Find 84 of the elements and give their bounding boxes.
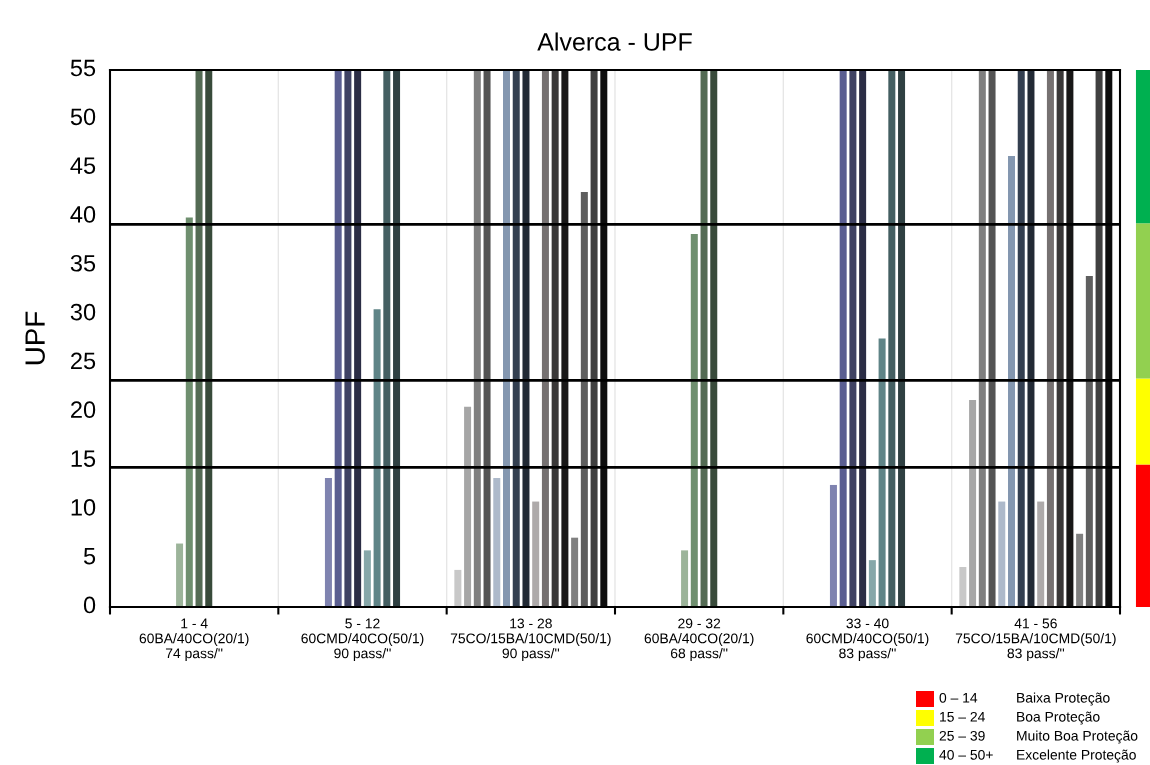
bar: [561, 70, 569, 607]
bar: [1066, 70, 1074, 607]
x-tick-label: 5 - 12 60CMD/40CO(50/1) 90 pass/'': [301, 618, 424, 661]
y-tick-label: 0: [83, 596, 96, 614]
y-tick-label: 30: [70, 303, 96, 321]
bar: [522, 70, 530, 607]
bar: [998, 501, 1006, 607]
bar: [590, 70, 598, 607]
bar: [681, 550, 689, 607]
x-tick-label: 33 - 40 60CMD/40CO(50/1) 83 pass/'': [806, 618, 929, 661]
bar: [580, 192, 588, 607]
text: Muito Boa Proteção: [1017, 730, 1138, 744]
bar: [988, 70, 996, 607]
bar: [383, 70, 391, 607]
bar: [195, 70, 203, 607]
text: Excelente Proteção: [1017, 749, 1136, 763]
bar: [541, 70, 549, 607]
y-axis-title: UPF: [25, 311, 45, 365]
bar: [1037, 501, 1045, 607]
text: 0 – 14: [939, 692, 978, 703]
bar: [1076, 533, 1084, 607]
bar: [571, 537, 579, 607]
bar: [839, 70, 847, 607]
bar: [324, 478, 332, 607]
text: Boa Proteção: [1017, 711, 1100, 725]
bar: [363, 550, 371, 607]
y-tick-label: 50: [70, 108, 96, 126]
bar: [868, 560, 876, 607]
y-tick-label: 45: [70, 157, 96, 174]
y-tick-label: 10: [71, 498, 96, 516]
y-tick-label: 35: [70, 254, 96, 272]
bar: [344, 70, 352, 607]
bar: [829, 484, 837, 607]
y-tick-label: 55: [70, 59, 96, 77]
y-tick-label: 5: [83, 548, 96, 565]
bar: [532, 501, 540, 607]
bar: [205, 70, 213, 607]
bar: [710, 70, 718, 607]
bar: [176, 543, 184, 607]
bar: [1095, 70, 1103, 607]
bar: [464, 406, 472, 607]
bar: [503, 70, 511, 607]
bar: [373, 309, 381, 607]
y-tick-label: 40: [70, 206, 96, 223]
bar: [454, 569, 462, 607]
bar: [473, 70, 481, 607]
x-tick-label: 29 - 32 60BA/40CO(20/1) 68 pass/'': [644, 618, 754, 661]
bar: [969, 400, 977, 607]
bar: [1008, 155, 1016, 607]
bar: [898, 70, 906, 607]
chart-title: Alverca - UPF: [537, 32, 692, 51]
bar: [1027, 70, 1035, 607]
text: Baixa Proteção: [1017, 692, 1110, 706]
bar: [859, 70, 867, 607]
bar: [483, 70, 491, 607]
bar: [878, 338, 886, 607]
bar: [1085, 276, 1093, 607]
x-tick-label: 1 - 4 60BA/40CO(20/1) 74 pass/'': [139, 618, 249, 661]
y-tick-label: 20: [71, 401, 96, 419]
bar: [493, 478, 501, 607]
bar: [1056, 70, 1064, 607]
bar: [1017, 70, 1025, 607]
bar: [600, 70, 608, 607]
bar: [551, 70, 559, 607]
y-tick-label: 15: [71, 450, 96, 467]
bar: [700, 70, 708, 607]
x-tick-label: 13 - 28 75CO/15BA/10CMD(50/1) 90 pass/'': [450, 618, 611, 661]
text: 25 – 39: [939, 730, 985, 741]
bar: [1105, 70, 1113, 607]
y-tick-label: 25: [71, 352, 96, 370]
bar: [354, 70, 362, 607]
bar: [978, 70, 986, 607]
text: 40 – 50+: [939, 749, 993, 760]
text: 15 – 24: [940, 711, 985, 722]
bar: [512, 70, 520, 607]
bar: [849, 70, 857, 607]
bar: [1046, 70, 1054, 607]
bar: [690, 234, 698, 607]
bar: [334, 70, 342, 607]
bar: [393, 70, 401, 607]
bar: [959, 566, 967, 607]
bar: [888, 70, 896, 607]
bar: [185, 217, 193, 607]
x-tick-label: 41 - 56 75CO/15BA/10CMD(50/1) 83 pass/'': [955, 618, 1116, 661]
